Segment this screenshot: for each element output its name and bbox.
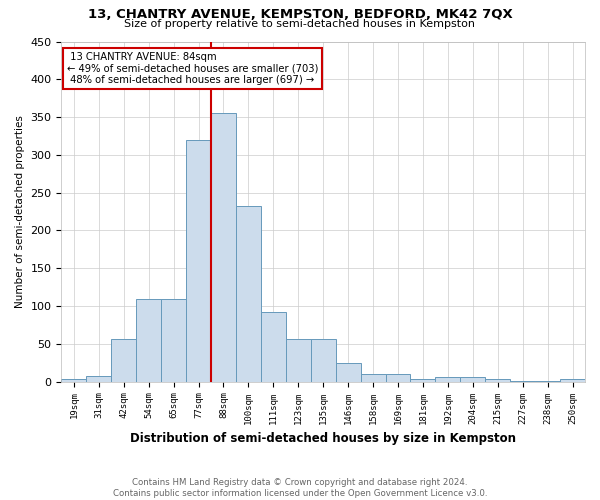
Bar [311,338,335,382]
Bar [236,206,261,382]
Bar [386,374,410,382]
Bar [136,298,161,382]
Bar [410,378,436,382]
Bar [161,298,186,382]
Y-axis label: Number of semi-detached properties: Number of semi-detached properties [15,115,25,308]
Bar [436,377,460,382]
Bar [535,381,560,382]
Bar [86,376,111,382]
Bar [186,140,211,382]
Bar [510,381,535,382]
X-axis label: Distribution of semi-detached houses by size in Kempston: Distribution of semi-detached houses by … [130,432,516,445]
Bar [485,378,510,382]
Bar [286,338,311,382]
Text: Size of property relative to semi-detached houses in Kempston: Size of property relative to semi-detach… [125,19,476,29]
Text: Contains HM Land Registry data © Crown copyright and database right 2024.
Contai: Contains HM Land Registry data © Crown c… [113,478,487,498]
Bar [560,378,585,382]
Bar [111,338,136,382]
Bar [335,363,361,382]
Bar [460,377,485,382]
Bar [61,380,86,382]
Text: 13 CHANTRY AVENUE: 84sqm
← 49% of semi-detached houses are smaller (703)
 48% of: 13 CHANTRY AVENUE: 84sqm ← 49% of semi-d… [67,52,318,85]
Bar [361,374,386,382]
Bar [211,114,236,382]
Bar [261,312,286,382]
Text: 13, CHANTRY AVENUE, KEMPSTON, BEDFORD, MK42 7QX: 13, CHANTRY AVENUE, KEMPSTON, BEDFORD, M… [88,8,512,20]
